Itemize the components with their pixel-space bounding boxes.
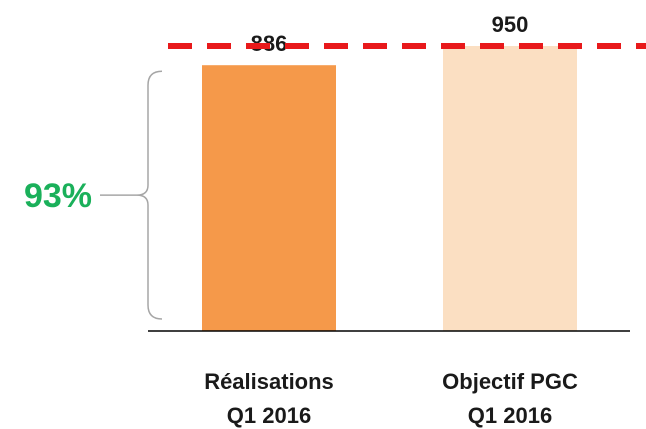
data-label: 950 [492, 12, 529, 37]
category-labels: Réalisations Q1 2016 Objectif PGC Q1 2016 [204, 369, 578, 428]
bracket [136, 70, 163, 320]
category-label: Réalisations [204, 369, 334, 394]
category-label: Q1 2016 [227, 403, 311, 428]
bar [443, 46, 577, 331]
category-label: Objectif PGC [442, 369, 578, 394]
bars [202, 46, 577, 331]
percentage-annotation: 93% [24, 177, 92, 215]
bar [202, 65, 336, 331]
category-label: Q1 2016 [468, 403, 552, 428]
